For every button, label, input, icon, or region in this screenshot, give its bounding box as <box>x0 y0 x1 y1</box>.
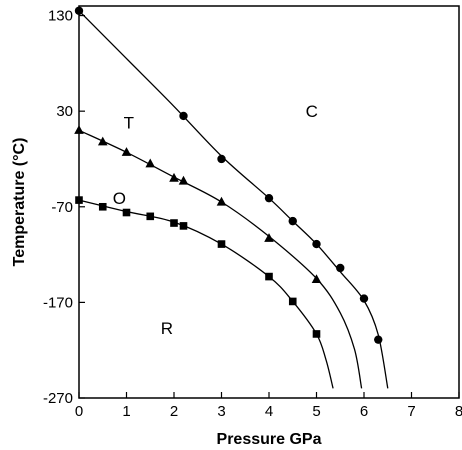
x-axis-title: Pressure GPa <box>217 431 322 448</box>
triangle-marker <box>121 147 132 156</box>
circle-marker <box>179 111 188 121</box>
x-tick-label: 6 <box>360 403 368 420</box>
axis-ticks: 0 1 2 3 4 5 6 7 8 130 30 -70 -170 -270 <box>43 8 462 420</box>
y-tick-label: 130 <box>48 8 73 25</box>
square-marker <box>288 297 297 306</box>
y-tick-label: -270 <box>43 390 73 407</box>
triangle-marker <box>178 175 189 185</box>
triangle-marker <box>216 196 227 206</box>
x-tick-label: 8 <box>455 403 462 420</box>
triangle-marker <box>311 274 322 284</box>
square-marker <box>312 330 321 338</box>
region-label-t: T <box>124 114 134 133</box>
triangle-marker <box>264 233 274 242</box>
square-marker <box>75 196 83 204</box>
circle-marker <box>288 216 297 226</box>
circle-marker <box>336 263 345 273</box>
y-tick-label: -70 <box>51 199 73 216</box>
triangle-marker <box>97 136 108 146</box>
boundary-curve-triangle <box>78 129 363 389</box>
boundary-curve-square <box>78 199 334 389</box>
y-tick-label: 30 <box>56 103 73 120</box>
square-marker <box>122 208 131 217</box>
region-label-r: R <box>161 319 173 338</box>
x-tick-label: 2 <box>170 403 178 420</box>
square-marker <box>179 222 188 230</box>
y-tick-label: -170 <box>43 294 73 311</box>
circle-marker <box>359 294 369 303</box>
x-tick-label: 4 <box>265 403 273 420</box>
square-marker <box>98 202 107 211</box>
region-labels: C T O R <box>113 102 318 338</box>
data-markers <box>74 6 383 344</box>
circle-marker <box>374 335 383 344</box>
square-marker <box>265 272 273 281</box>
circle-marker <box>217 154 226 164</box>
x-tick-label: 5 <box>312 403 320 420</box>
square-marker <box>217 240 226 248</box>
circle-marker <box>312 239 321 249</box>
x-tick-label: 0 <box>75 403 83 420</box>
circle-marker <box>264 193 274 203</box>
x-tick-label: 3 <box>217 403 225 420</box>
triangle-marker <box>145 158 156 168</box>
x-tick-label: 7 <box>407 403 415 420</box>
triangle-marker <box>74 125 84 134</box>
x-tick-label: 1 <box>122 403 130 420</box>
circle-marker <box>74 6 84 15</box>
square-marker <box>170 219 178 227</box>
square-marker <box>146 212 155 221</box>
region-label-o: O <box>113 189 126 208</box>
y-axis-title: Temperature (°C) <box>11 138 28 267</box>
triangle-marker <box>169 172 179 182</box>
region-label-c: C <box>306 102 318 121</box>
